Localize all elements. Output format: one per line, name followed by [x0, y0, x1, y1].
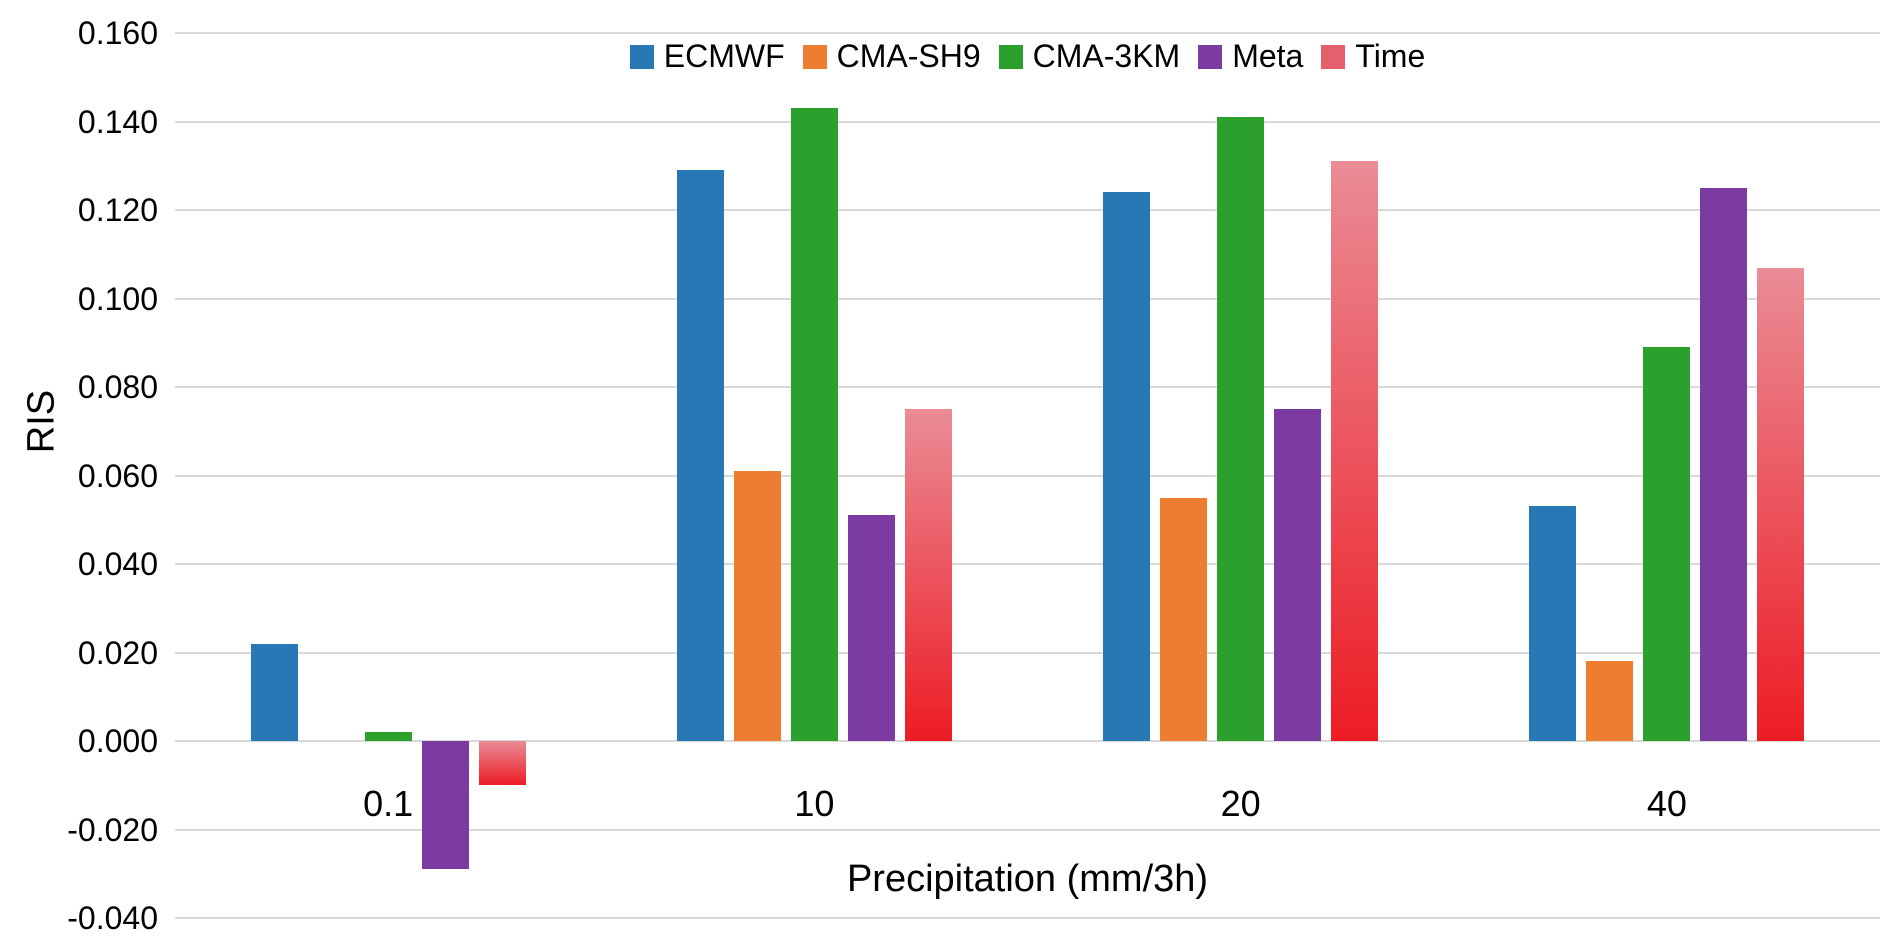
y-tick-label: 0.060 [77, 457, 158, 494]
gridline [175, 563, 1880, 565]
gridline [175, 386, 1880, 388]
bar-meta-0.1 [421, 741, 469, 870]
bar-ecmwf-40 [1529, 506, 1577, 741]
bar-cma-3km-10 [790, 108, 838, 741]
gridline [175, 297, 1880, 300]
y-tick-label: 0.100 [77, 280, 158, 317]
bar-cma-sh9-10 [733, 471, 781, 741]
y-tick-label: 0.000 [77, 723, 158, 759]
bar-time-10 [904, 409, 952, 741]
y-tick-label: 0.080 [77, 369, 158, 405]
bar-meta-40 [1700, 187, 1748, 741]
legend-item-cma-3km: CMA-3KM [998, 38, 1181, 75]
x-tick-label: 20 [1220, 783, 1261, 824]
bar-meta-20 [1274, 409, 1322, 741]
x-axis-title: Precipitation (mm/3h) [846, 858, 1209, 900]
legend: ECMWF CMA-SH9 CMA-3KM Meta Time [175, 38, 1880, 75]
legend-item-meta: Meta [1198, 38, 1303, 75]
legend-swatch-icon [1321, 44, 1346, 69]
bar-time-20 [1331, 161, 1379, 741]
x-tick-label: 0.1 [363, 783, 414, 824]
bar-ecmwf-10 [676, 170, 724, 741]
gridline [175, 209, 1880, 211]
gridline [175, 740, 1880, 742]
bar-ecmwf-20 [1103, 192, 1151, 741]
y-axis-title: RIS [20, 389, 63, 454]
legend-label: Time [1355, 38, 1426, 74]
bar-cma-3km-40 [1643, 347, 1691, 741]
legend-swatch-icon [1198, 44, 1223, 69]
bar-cma-sh9-20 [1160, 497, 1208, 741]
legend-swatch-icon [629, 44, 654, 69]
legend-swatch-icon [998, 44, 1023, 69]
y-tick-label: -0.020 [67, 811, 158, 848]
gridline [175, 120, 1880, 123]
bar-cma-3km-0.1 [364, 732, 412, 741]
legend-label: Meta [1232, 38, 1304, 74]
y-tick-label: 0.140 [77, 103, 158, 140]
legend-swatch-icon [802, 44, 827, 69]
legend-label: CMA-3KM [1032, 38, 1181, 74]
bar-time-40 [1757, 267, 1805, 741]
legend-label: CMA-SH9 [836, 38, 981, 74]
gridline [175, 917, 1880, 919]
bar-time-0.1 [478, 741, 526, 786]
legend-item-time: Time [1321, 38, 1425, 75]
y-tick-label: 0.120 [77, 192, 158, 228]
x-tick-label: 10 [794, 783, 835, 824]
gridline [175, 32, 1880, 34]
bar-cma-sh9-40 [1586, 661, 1634, 741]
bar-cma-3km-20 [1217, 117, 1265, 741]
legend-item-cma-sh9: CMA-SH9 [802, 38, 981, 75]
gridline [175, 474, 1880, 477]
bar-meta-10 [847, 515, 895, 741]
gridline [175, 651, 1880, 654]
y-tick-label: 0.160 [77, 15, 158, 51]
bar-ecmwf-0.1 [250, 643, 298, 741]
y-tick-label: 0.040 [77, 546, 158, 582]
legend-label: ECMWF [663, 38, 785, 74]
y-tick-label: -0.040 [67, 900, 158, 936]
gridline [175, 828, 1880, 831]
x-tick-label: 40 [1646, 783, 1687, 824]
legend-item-ecmwf: ECMWF [629, 38, 785, 75]
y-tick-label: 0.020 [77, 634, 158, 671]
